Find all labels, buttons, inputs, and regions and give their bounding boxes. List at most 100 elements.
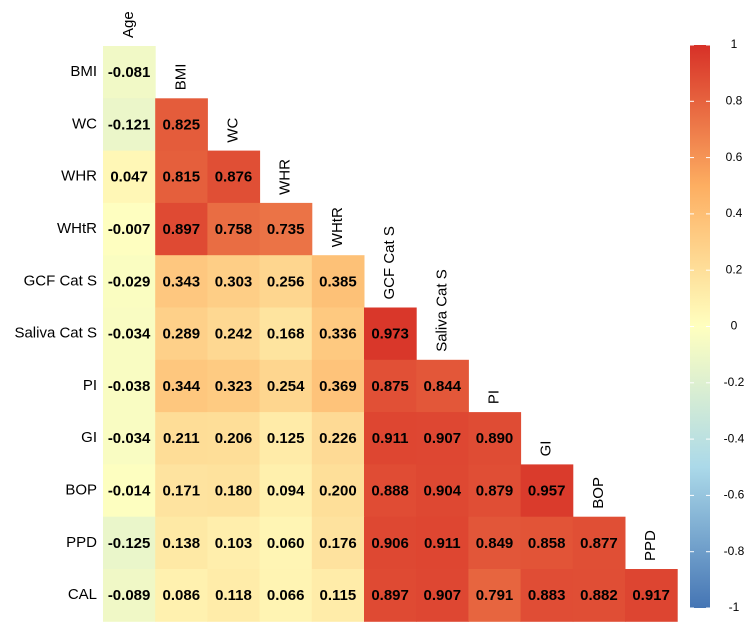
cell (468, 516, 522, 570)
column-label: WHtR (329, 207, 346, 247)
cell (364, 464, 417, 518)
column-label: Age (120, 11, 137, 38)
cell-label: 0.336 (319, 326, 357, 343)
colorbar (690, 45, 710, 608)
cell-label: 0.066 (267, 587, 305, 604)
cell-label: 0.168 (267, 326, 305, 343)
colorbar-tick-label: -0.8 (724, 544, 745, 558)
cell (572, 569, 626, 622)
cell-label: 0.844 (424, 378, 462, 395)
cell-label: -0.121 (108, 116, 151, 133)
cell-label: 0.176 (319, 535, 357, 552)
cell (364, 359, 417, 413)
cell-label: 0.289 (163, 326, 201, 343)
cell-label: 0.849 (476, 535, 514, 552)
cell-label: 0.911 (372, 430, 409, 447)
row-label: PPD (66, 534, 97, 551)
column-label: GI (538, 441, 555, 457)
cell-label: 0.897 (163, 221, 201, 238)
cell (259, 202, 313, 256)
cell (259, 516, 313, 570)
cell (103, 98, 156, 152)
cell-label: 0.973 (371, 326, 409, 343)
row-label: WHtR (57, 220, 97, 237)
cell-label: 0.791 (476, 587, 514, 604)
column-label: PPD (642, 530, 659, 561)
cell (207, 412, 261, 465)
row-label: CAL (68, 586, 97, 603)
cell (155, 464, 208, 518)
cell-label: 0.060 (267, 535, 305, 552)
row-label: GCF Cat S (24, 272, 97, 289)
cell (416, 412, 469, 465)
cell-label: 0.369 (319, 378, 357, 395)
cell (103, 46, 156, 99)
cell-label: 0.875 (371, 378, 409, 395)
cell (207, 307, 261, 361)
cell-label: -0.125 (108, 535, 151, 552)
cell-label: 0.876 (215, 169, 253, 186)
cell-label: 0.890 (476, 430, 514, 447)
cell-label: 0.906 (371, 535, 409, 552)
cell-label: 0.907 (424, 587, 462, 604)
cell (155, 569, 208, 622)
cell-label: 0.118 (215, 587, 252, 604)
cell-label: 0.897 (371, 587, 409, 604)
cell (364, 516, 417, 570)
cell (311, 516, 365, 570)
colorbar-tick-label: 0.4 (726, 206, 743, 220)
colorbar-tick-label: 0.8 (726, 93, 743, 107)
cell-label: 0.917 (632, 587, 670, 604)
cell (103, 569, 156, 622)
cell-label: 0.907 (424, 430, 462, 447)
cell (311, 412, 365, 465)
cell-label: 0.242 (215, 326, 253, 343)
row-label: WHR (61, 168, 97, 185)
cell-label: 0.303 (215, 273, 253, 290)
cell (259, 569, 313, 622)
column-label: PI (485, 390, 502, 404)
cell (364, 569, 417, 622)
colorbar-tick-label: 1 (731, 37, 738, 51)
cell-label: 0.858 (528, 535, 566, 552)
cell-label: -0.034 (108, 326, 151, 343)
cell (520, 464, 574, 518)
cell-label: 0.904 (424, 483, 462, 500)
column-label: WHR (277, 159, 294, 195)
cell-label: 0.877 (580, 535, 618, 552)
cell-label: 0.323 (215, 378, 253, 395)
cell-label: 0.086 (163, 587, 201, 604)
cell (468, 412, 522, 465)
column-label: BOP (590, 477, 607, 509)
cell (103, 202, 156, 256)
cell (207, 569, 261, 622)
row-label: BMI (70, 63, 97, 80)
column-label: GCF Cat S (381, 226, 398, 299)
cell-label: 0.171 (163, 483, 201, 500)
cell (207, 359, 261, 413)
row-label: Saliva Cat S (14, 325, 97, 342)
cell (625, 569, 678, 622)
column-label: WC (224, 117, 241, 142)
cell (155, 98, 208, 152)
colorbar-tick-label: -0.2 (724, 375, 745, 389)
colorbar-tick-label: 0.6 (726, 150, 743, 164)
cell (416, 569, 469, 622)
column-label: BMI (172, 64, 189, 91)
cell-label: 0.735 (267, 221, 305, 238)
cell (103, 412, 156, 465)
cell-label: -0.014 (108, 483, 151, 500)
cell (416, 359, 469, 413)
row-label: WC (72, 115, 97, 132)
cell (207, 516, 261, 570)
cell-label: 0.200 (319, 483, 357, 500)
cell (155, 307, 208, 361)
cell-label: 0.825 (163, 116, 201, 133)
cell-label: 0.911 (424, 535, 461, 552)
cell-label: 0.879 (476, 483, 514, 500)
cell-label: 0.211 (163, 430, 200, 447)
cell (572, 516, 626, 570)
cell (155, 255, 208, 308)
cell (259, 255, 313, 308)
